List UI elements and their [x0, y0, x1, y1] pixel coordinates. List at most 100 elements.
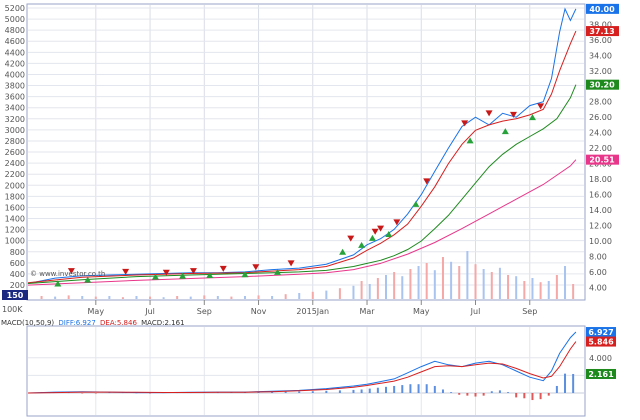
volume-bar	[555, 275, 558, 299]
volume-bar	[507, 275, 510, 299]
left-axis-tick: 400	[10, 270, 25, 279]
volume-bar	[547, 281, 550, 299]
buy-signal-marker	[385, 231, 393, 238]
volume-bar	[376, 278, 379, 299]
macd-histogram-bar	[498, 390, 501, 393]
left-axis-tick: 3000	[5, 126, 25, 135]
left-axis-tick: 5200	[5, 4, 25, 13]
price-badge-label: 37.13	[589, 27, 614, 36]
macd-histogram-bar	[298, 391, 301, 393]
x-axis-label: Nov	[251, 307, 267, 316]
macd-histogram-bar	[325, 390, 328, 393]
volume-bar	[466, 251, 469, 299]
macd-histogram-bar	[572, 373, 575, 393]
right-axis-tick: 24.00	[589, 129, 612, 138]
buy-signal-marker	[412, 200, 420, 207]
right-axis-tick: 34.00	[589, 51, 612, 60]
price-badge-label: 20.51	[589, 156, 615, 165]
macd-histogram-bar	[376, 387, 379, 393]
price-panel: 200 400 600 800 1000 1200 1400 1600 1800 2000 2200…	[2, 3, 619, 314]
macd-histogram-bar	[417, 384, 420, 393]
x-axis-label: Sep	[522, 307, 537, 316]
sell-signal-marker	[461, 120, 469, 127]
volume-bar	[257, 295, 260, 299]
macd-header-macd: MACD:2.161	[141, 319, 184, 327]
sell-signal-marker	[393, 219, 401, 226]
x-axis-label: May	[88, 307, 105, 316]
price-series-line	[27, 7, 577, 284]
right-axis-tick: 8.00	[589, 252, 607, 261]
sell-signal-marker	[252, 264, 260, 271]
left-axis-tick: 3400	[5, 104, 25, 113]
macd-histogram-bar	[311, 391, 314, 393]
price-badge-label: 40.00	[589, 5, 615, 14]
volume-axis-label: 100K	[2, 305, 23, 314]
buy-signal-marker	[151, 273, 159, 280]
sell-signal-marker	[219, 265, 227, 272]
volume-bar	[40, 296, 43, 299]
volume-bar	[474, 264, 477, 299]
right-axis-tick: 22.00	[589, 144, 612, 153]
macd-histogram-bar	[482, 393, 485, 396]
macd-histogram-bar	[409, 384, 412, 393]
sell-signal-marker	[377, 225, 385, 232]
volume-bar	[515, 276, 518, 299]
buy-signal-marker	[358, 241, 366, 248]
macd-histogram-bar	[385, 386, 388, 393]
macd-header: MACD(10,50,9) DIFF:6.927 DEA:5.846 MACD:…	[1, 319, 185, 327]
macd-badge	[586, 327, 616, 338]
macd-histogram-bar	[425, 384, 428, 393]
sell-signal-marker	[67, 268, 75, 275]
volume-bar	[203, 295, 206, 299]
watermark: © www.investor.co.th	[30, 270, 105, 278]
left-axis-tick: 1200	[5, 226, 25, 235]
buy-signal-marker	[54, 280, 62, 287]
volume-bar	[490, 272, 493, 299]
right-axis-tick: 12.00	[589, 222, 612, 231]
price-badge	[586, 79, 619, 90]
volume-bar	[325, 290, 328, 299]
price-badge	[586, 3, 619, 14]
macd-histogram-bar	[338, 390, 341, 393]
sell-signal-marker	[537, 103, 545, 110]
volume-bar	[441, 257, 444, 299]
volume-bar	[162, 297, 165, 299]
buy-signal-marker	[179, 272, 187, 279]
sell-signal-marker	[162, 269, 170, 276]
macd-histogram-bar	[360, 389, 363, 393]
price-badge-label: 30.20	[589, 81, 615, 90]
macd-histogram-bar	[555, 385, 558, 393]
left-axis-tick: 200	[10, 281, 25, 290]
macd-histogram-bar	[441, 389, 444, 393]
volume-bar	[149, 296, 152, 299]
volume-bar	[284, 294, 287, 299]
macd-histogram-bar	[466, 393, 469, 396]
volume-axis-badge: 150	[7, 291, 24, 300]
volume-bar	[498, 267, 501, 299]
left-axis-tick: 1800	[5, 192, 25, 201]
macd-histogram-bar	[368, 388, 371, 393]
right-axis-tick: 10.00	[589, 237, 612, 246]
volume-bar	[243, 296, 246, 299]
sell-signal-marker	[423, 178, 431, 185]
sell-signal-marker	[485, 110, 493, 117]
volume-bar	[531, 278, 534, 299]
macd-header-diff: DIFF:6.927	[58, 319, 95, 327]
sell-signal-marker	[287, 260, 295, 267]
volume-bar	[176, 296, 179, 299]
macd-histogram-bar	[458, 393, 461, 395]
buy-signal-marker	[528, 114, 536, 121]
macd-header-dea: DEA:5.846	[100, 319, 137, 327]
x-axis-label: Jul	[470, 307, 481, 316]
left-axis-tick: 2600	[5, 148, 25, 157]
buy-signal-marker	[241, 271, 249, 278]
volume-bar	[385, 275, 388, 299]
left-axis-ticks: 200 400 600 800 1000 1200 1400 1600 1800 2000 2200…	[5, 4, 25, 290]
volume-bar	[108, 296, 111, 299]
macd-histogram-bar	[94, 393, 97, 394]
macd-badge-label: 2.161	[588, 370, 614, 379]
macd-histogram-bar	[539, 393, 542, 400]
right-axis-tick: 36.00	[589, 36, 612, 45]
